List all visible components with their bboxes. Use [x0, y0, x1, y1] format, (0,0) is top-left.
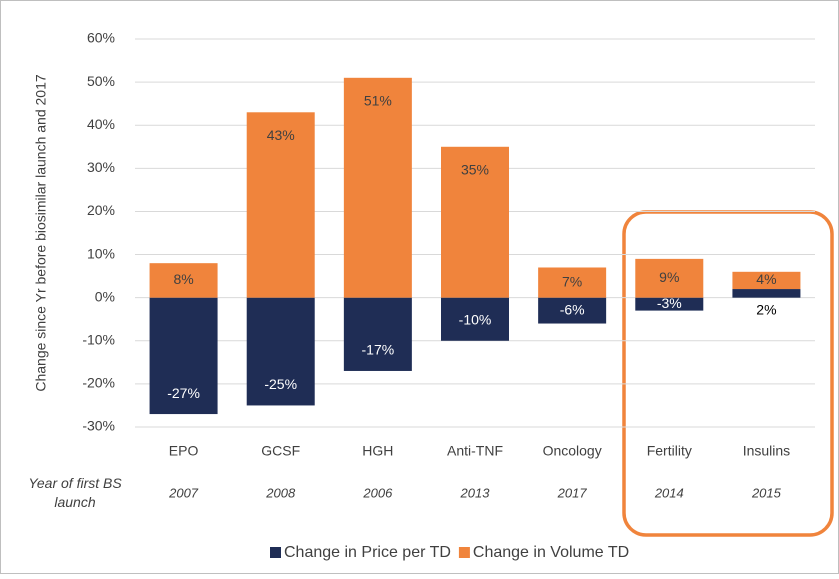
y-axis-label: Change since Yr before biosimilar launch…	[33, 74, 49, 391]
y-tick-label: 20%	[87, 202, 115, 218]
data-label: -25%	[264, 376, 297, 392]
bar	[635, 258, 704, 298]
bar	[441, 297, 509, 341]
bar	[343, 77, 412, 298]
legend-label: Change in Price per TD	[284, 544, 451, 561]
bar	[732, 271, 801, 290]
data-label: -17%	[362, 342, 395, 358]
y-tick-label: 30%	[87, 159, 115, 175]
y-tick-label: -30%	[82, 418, 115, 434]
y-tick-label: 60%	[87, 30, 115, 46]
bar	[149, 263, 218, 298]
legend-swatch	[270, 547, 281, 558]
y-tick-label: 10%	[87, 245, 115, 261]
launch-year: 2007	[168, 485, 199, 500]
data-label: 2%	[756, 301, 776, 317]
data-label: 51%	[364, 93, 392, 109]
y-tick-label: 40%	[87, 116, 115, 132]
launch-year: 2006	[362, 485, 393, 500]
bar	[538, 267, 607, 298]
y-tick-label: 50%	[87, 73, 115, 89]
launch-label: Year of first BS launch	[28, 475, 122, 510]
bar	[635, 297, 704, 311]
bar	[732, 289, 801, 298]
data-label: 7%	[562, 273, 582, 289]
launch-year: 2015	[751, 485, 782, 500]
legend-swatch	[458, 547, 470, 558]
y-tick-label: 0%	[95, 288, 115, 304]
x-tick-label: Anti-TNF	[447, 443, 503, 459]
launch-year: 2008	[265, 485, 296, 500]
x-tick-label: Oncology	[543, 443, 602, 459]
launch-year: 2017	[557, 485, 588, 500]
bar	[441, 146, 509, 298]
launch-year: 2014	[654, 485, 684, 500]
y-tick-label: -20%	[82, 375, 115, 391]
x-tick-label: HGH	[362, 443, 393, 459]
data-label: 9%	[659, 269, 679, 285]
highlight-box	[622, 210, 834, 537]
data-label: -6%	[560, 301, 585, 317]
data-label: 43%	[267, 127, 295, 143]
bar	[246, 297, 315, 406]
launch-year: 2013	[460, 485, 491, 500]
data-label: 4%	[756, 271, 776, 287]
bar	[538, 297, 607, 324]
launch-label-box: Year of first BS launch	[28, 475, 122, 510]
data-label: -10%	[459, 311, 492, 327]
data-label: 35%	[461, 161, 489, 177]
bar	[149, 297, 218, 415]
x-tick-label: Insulins	[743, 443, 790, 459]
data-label: -3%	[657, 295, 682, 311]
legend-label: Change in Volume TD	[473, 544, 629, 561]
x-tick-label: Fertility	[647, 443, 692, 459]
bar	[246, 112, 315, 298]
bar	[343, 297, 412, 371]
data-label: -27%	[167, 385, 200, 401]
data-label: 8%	[173, 271, 193, 287]
y-tick-label: -10%	[82, 331, 115, 347]
x-tick-label: EPO	[169, 443, 199, 459]
x-tick-label: GCSF	[261, 443, 300, 459]
